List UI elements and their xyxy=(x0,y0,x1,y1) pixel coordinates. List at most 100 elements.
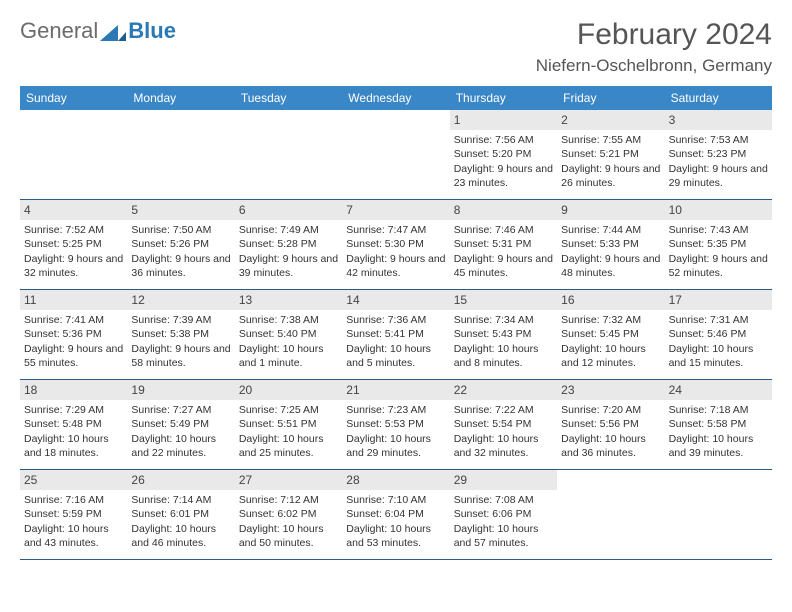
day-number: 6 xyxy=(235,200,342,220)
sunrise-line: Sunrise: 7:39 AM xyxy=(131,313,230,327)
dow-header: Wednesday xyxy=(342,86,449,110)
day-cell: 2 Sunrise: 7:55 AMSunset: 5:21 PMDaylight… xyxy=(557,110,664,200)
day-number: 18 xyxy=(20,380,127,400)
day-cell: 25Sunrise: 7:16 AMSunset: 5:59 PMDayligh… xyxy=(20,470,127,560)
sunset-line: Sunset: 5:26 PM xyxy=(131,237,230,251)
sunset-line: Sunset: 5:25 PM xyxy=(24,237,123,251)
dow-header: Tuesday xyxy=(235,86,342,110)
dow-header: Sunday xyxy=(20,86,127,110)
daylight-line: Daylight: 9 hours and 55 minutes. xyxy=(24,342,123,370)
day-cell: 6Sunrise: 7:49 AMSunset: 5:28 PMDaylight… xyxy=(235,200,342,290)
day-number: 21 xyxy=(342,380,449,400)
day-number: 29 xyxy=(450,470,557,490)
sunset-line: Sunset: 5:46 PM xyxy=(669,327,768,341)
sunrise-line: Sunrise: 7:34 AM xyxy=(454,313,553,327)
sunrise-line: Sunrise: 7:43 AM xyxy=(669,223,768,237)
sunrise-line: Sunrise: 7:44 AM xyxy=(561,223,660,237)
sunset-line: Sunset: 5:40 PM xyxy=(239,327,338,341)
empty-cell xyxy=(557,470,664,560)
daylight-line: Daylight: 10 hours and 1 minute. xyxy=(239,342,338,370)
sunrise-line: Sunrise: 7:55 AM xyxy=(561,133,660,147)
day-cell: 11Sunrise: 7:41 AMSunset: 5:36 PMDayligh… xyxy=(20,290,127,380)
day-number: 25 xyxy=(20,470,127,490)
dow-header: Friday xyxy=(557,86,664,110)
sunset-line: Sunset: 5:41 PM xyxy=(346,327,445,341)
calendar-grid: SundayMondayTuesdayWednesdayThursdayFrid… xyxy=(20,86,772,560)
daylight-line: Daylight: 9 hours and 42 minutes. xyxy=(346,252,445,280)
day-cell: 9Sunrise: 7:44 AMSunset: 5:33 PMDaylight… xyxy=(557,200,664,290)
sunset-line: Sunset: 5:43 PM xyxy=(454,327,553,341)
daylight-line: Daylight: 10 hours and 5 minutes. xyxy=(346,342,445,370)
daylight-line: Daylight: 10 hours and 53 minutes. xyxy=(346,522,445,550)
sunset-line: Sunset: 5:30 PM xyxy=(346,237,445,251)
sunrise-line: Sunrise: 7:23 AM xyxy=(346,403,445,417)
sunset-line: Sunset: 5:20 PM xyxy=(454,147,553,161)
daylight-line: Daylight: 9 hours and 48 minutes. xyxy=(561,252,660,280)
sunset-line: Sunset: 6:01 PM xyxy=(131,507,230,521)
empty-cell xyxy=(127,110,234,200)
sunrise-line: Sunrise: 7:29 AM xyxy=(24,403,123,417)
dow-header: Thursday xyxy=(450,86,557,110)
header: General Blue February 2024 Niefern-Osche… xyxy=(20,18,772,76)
day-cell: 8Sunrise: 7:46 AMSunset: 5:31 PMDaylight… xyxy=(450,200,557,290)
day-number: 23 xyxy=(557,380,664,400)
daylight-line: Daylight: 10 hours and 22 minutes. xyxy=(131,432,230,460)
daylight-line: Daylight: 9 hours and 39 minutes. xyxy=(239,252,338,280)
sunrise-line: Sunrise: 7:31 AM xyxy=(669,313,768,327)
day-cell: 24Sunrise: 7:18 AMSunset: 5:58 PMDayligh… xyxy=(665,380,772,470)
day-cell: 28Sunrise: 7:10 AMSunset: 6:04 PMDayligh… xyxy=(342,470,449,560)
sunrise-line: Sunrise: 7:50 AM xyxy=(131,223,230,237)
day-cell: 10Sunrise: 7:43 AMSunset: 5:35 PMDayligh… xyxy=(665,200,772,290)
day-number: 2 xyxy=(557,110,664,130)
sunrise-line: Sunrise: 7:20 AM xyxy=(561,403,660,417)
day-number: 22 xyxy=(450,380,557,400)
day-number: 12 xyxy=(127,290,234,310)
day-number: 14 xyxy=(342,290,449,310)
sunset-line: Sunset: 5:36 PM xyxy=(24,327,123,341)
day-number: 24 xyxy=(665,380,772,400)
logo-triangle-icon xyxy=(100,21,126,41)
daylight-line: Daylight: 9 hours and 29 minutes. xyxy=(669,162,768,190)
day-number: 26 xyxy=(127,470,234,490)
sunrise-line: Sunrise: 7:14 AM xyxy=(131,493,230,507)
day-cell: 7Sunrise: 7:47 AMSunset: 5:30 PMDaylight… xyxy=(342,200,449,290)
day-number: 17 xyxy=(665,290,772,310)
day-number: 16 xyxy=(557,290,664,310)
day-cell: 5Sunrise: 7:50 AMSunset: 5:26 PMDaylight… xyxy=(127,200,234,290)
daylight-line: Daylight: 9 hours and 45 minutes. xyxy=(454,252,553,280)
sunset-line: Sunset: 5:48 PM xyxy=(24,417,123,431)
day-cell: 4Sunrise: 7:52 AMSunset: 5:25 PMDaylight… xyxy=(20,200,127,290)
sunset-line: Sunset: 5:28 PM xyxy=(239,237,338,251)
daylight-line: Daylight: 9 hours and 58 minutes. xyxy=(131,342,230,370)
sunset-line: Sunset: 5:33 PM xyxy=(561,237,660,251)
empty-cell xyxy=(342,110,449,200)
day-number: 8 xyxy=(450,200,557,220)
sunset-line: Sunset: 5:21 PM xyxy=(561,147,660,161)
daylight-line: Daylight: 10 hours and 25 minutes. xyxy=(239,432,338,460)
sunrise-line: Sunrise: 7:12 AM xyxy=(239,493,338,507)
location: Niefern-Oschelbronn, Germany xyxy=(536,56,772,76)
daylight-line: Daylight: 10 hours and 8 minutes. xyxy=(454,342,553,370)
day-cell: 20Sunrise: 7:25 AMSunset: 5:51 PMDayligh… xyxy=(235,380,342,470)
sunrise-line: Sunrise: 7:52 AM xyxy=(24,223,123,237)
daylight-line: Daylight: 10 hours and 15 minutes. xyxy=(669,342,768,370)
daylight-line: Daylight: 9 hours and 26 minutes. xyxy=(561,162,660,190)
daylight-line: Daylight: 10 hours and 32 minutes. xyxy=(454,432,553,460)
day-cell: 18Sunrise: 7:29 AMSunset: 5:48 PMDayligh… xyxy=(20,380,127,470)
logo-text-blue: Blue xyxy=(128,18,176,44)
day-number: 5 xyxy=(127,200,234,220)
day-cell: 15Sunrise: 7:34 AMSunset: 5:43 PMDayligh… xyxy=(450,290,557,380)
sunset-line: Sunset: 5:35 PM xyxy=(669,237,768,251)
sunrise-line: Sunrise: 7:36 AM xyxy=(346,313,445,327)
daylight-line: Daylight: 10 hours and 39 minutes. xyxy=(669,432,768,460)
sunrise-line: Sunrise: 7:25 AM xyxy=(239,403,338,417)
daylight-line: Daylight: 10 hours and 57 minutes. xyxy=(454,522,553,550)
sunset-line: Sunset: 5:54 PM xyxy=(454,417,553,431)
sunset-line: Sunset: 5:49 PM xyxy=(131,417,230,431)
day-number: 1 xyxy=(450,110,557,130)
sunrise-line: Sunrise: 7:53 AM xyxy=(669,133,768,147)
day-number: 7 xyxy=(342,200,449,220)
month-title: February 2024 xyxy=(536,18,772,52)
day-number: 27 xyxy=(235,470,342,490)
sunset-line: Sunset: 5:58 PM xyxy=(669,417,768,431)
